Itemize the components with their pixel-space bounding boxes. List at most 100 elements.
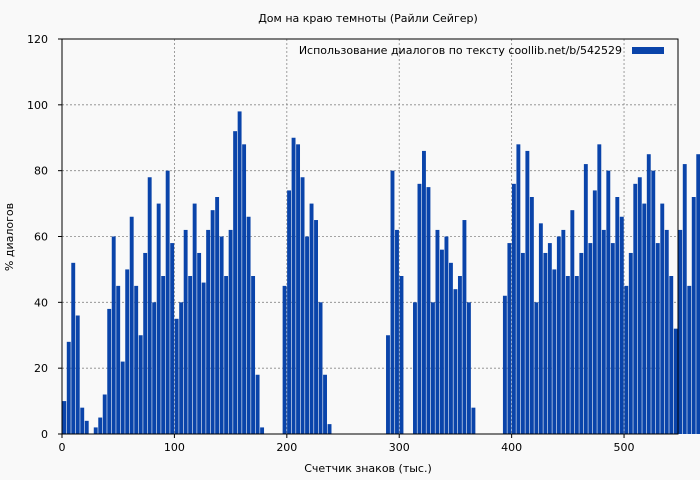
bar [399,276,404,434]
bar [165,170,170,434]
bar [520,252,525,434]
bar [327,424,332,434]
bar [296,144,301,435]
bar [210,210,215,434]
bar [462,220,467,434]
axes: 0 100 200 300 400 500 0 20 40 60 80 100 120 [27,33,635,454]
bar [62,401,67,434]
bar [134,285,139,434]
bar [395,229,399,434]
y-tick-label: 20 [34,362,48,375]
bar [565,276,570,434]
bar [534,302,539,434]
bar [525,150,530,434]
bar [511,183,516,434]
bar [516,144,521,435]
bar [682,164,687,435]
bar [84,420,89,434]
bar [188,276,193,434]
bar [80,407,85,434]
bar [507,243,512,434]
bar [597,144,602,435]
bar [224,276,229,434]
y-tick-label: 80 [34,165,48,178]
bar [116,285,121,434]
bar [457,276,462,434]
bar [291,137,296,434]
bar [260,427,265,434]
bar [287,190,292,434]
bar [538,223,543,434]
bar [318,302,323,434]
bar [237,111,242,435]
bar [610,243,615,434]
bar [651,170,656,434]
bar [646,154,651,435]
bar [466,302,471,434]
bar [192,203,197,434]
y-tick-label: 60 [34,231,48,244]
bar [637,177,642,434]
bar [152,302,157,434]
bar [219,236,224,434]
bar [102,394,107,434]
bar [71,262,76,434]
x-tick-label: 300 [389,441,410,454]
bar [696,154,700,435]
x-axis-label: Счетчик знаков (тыс.) [304,462,432,475]
x-tick-label: 400 [501,441,522,454]
bar [201,282,206,434]
bar [242,144,247,435]
bar [669,276,674,434]
bar [417,183,422,434]
bar [161,276,166,434]
bar [431,302,435,434]
bar [583,164,588,435]
bar [386,335,390,434]
bar [138,335,143,434]
bar [660,203,665,434]
chart-title: Дом на краю темноты (Райли Сейгер) [258,12,478,25]
bar [556,236,561,434]
bar [390,170,395,434]
bar [197,252,202,434]
bar [439,249,444,434]
legend-swatch [632,47,664,54]
bar [664,229,669,434]
bar [183,229,188,434]
y-tick-label: 40 [34,296,48,309]
bar [233,131,238,434]
bar [107,308,112,434]
legend: Использование диалогов по тексту coollib… [299,44,664,57]
bar [628,252,633,434]
bar [309,203,314,434]
bar [547,243,552,434]
bar [75,315,80,434]
bar [606,170,611,434]
bars [62,111,700,435]
bar [435,229,440,434]
bar [529,197,534,434]
bar [552,269,557,434]
bar [98,417,103,434]
bar [579,252,584,434]
bar [678,229,683,434]
bar [633,183,638,434]
x-tick-label: 500 [614,441,635,454]
bar [413,302,417,434]
bar [300,177,305,434]
bar [170,243,175,434]
bar [655,243,660,434]
bar [255,374,260,434]
bar [502,295,507,434]
bar [206,229,211,434]
bar [543,252,548,434]
bar [282,285,287,434]
bar [471,407,476,434]
legend-label: Использование диалогов по тексту coollib… [299,44,622,57]
bar [228,229,233,434]
bar [66,341,71,434]
bar [642,203,647,434]
y-tick-label: 120 [27,33,48,46]
